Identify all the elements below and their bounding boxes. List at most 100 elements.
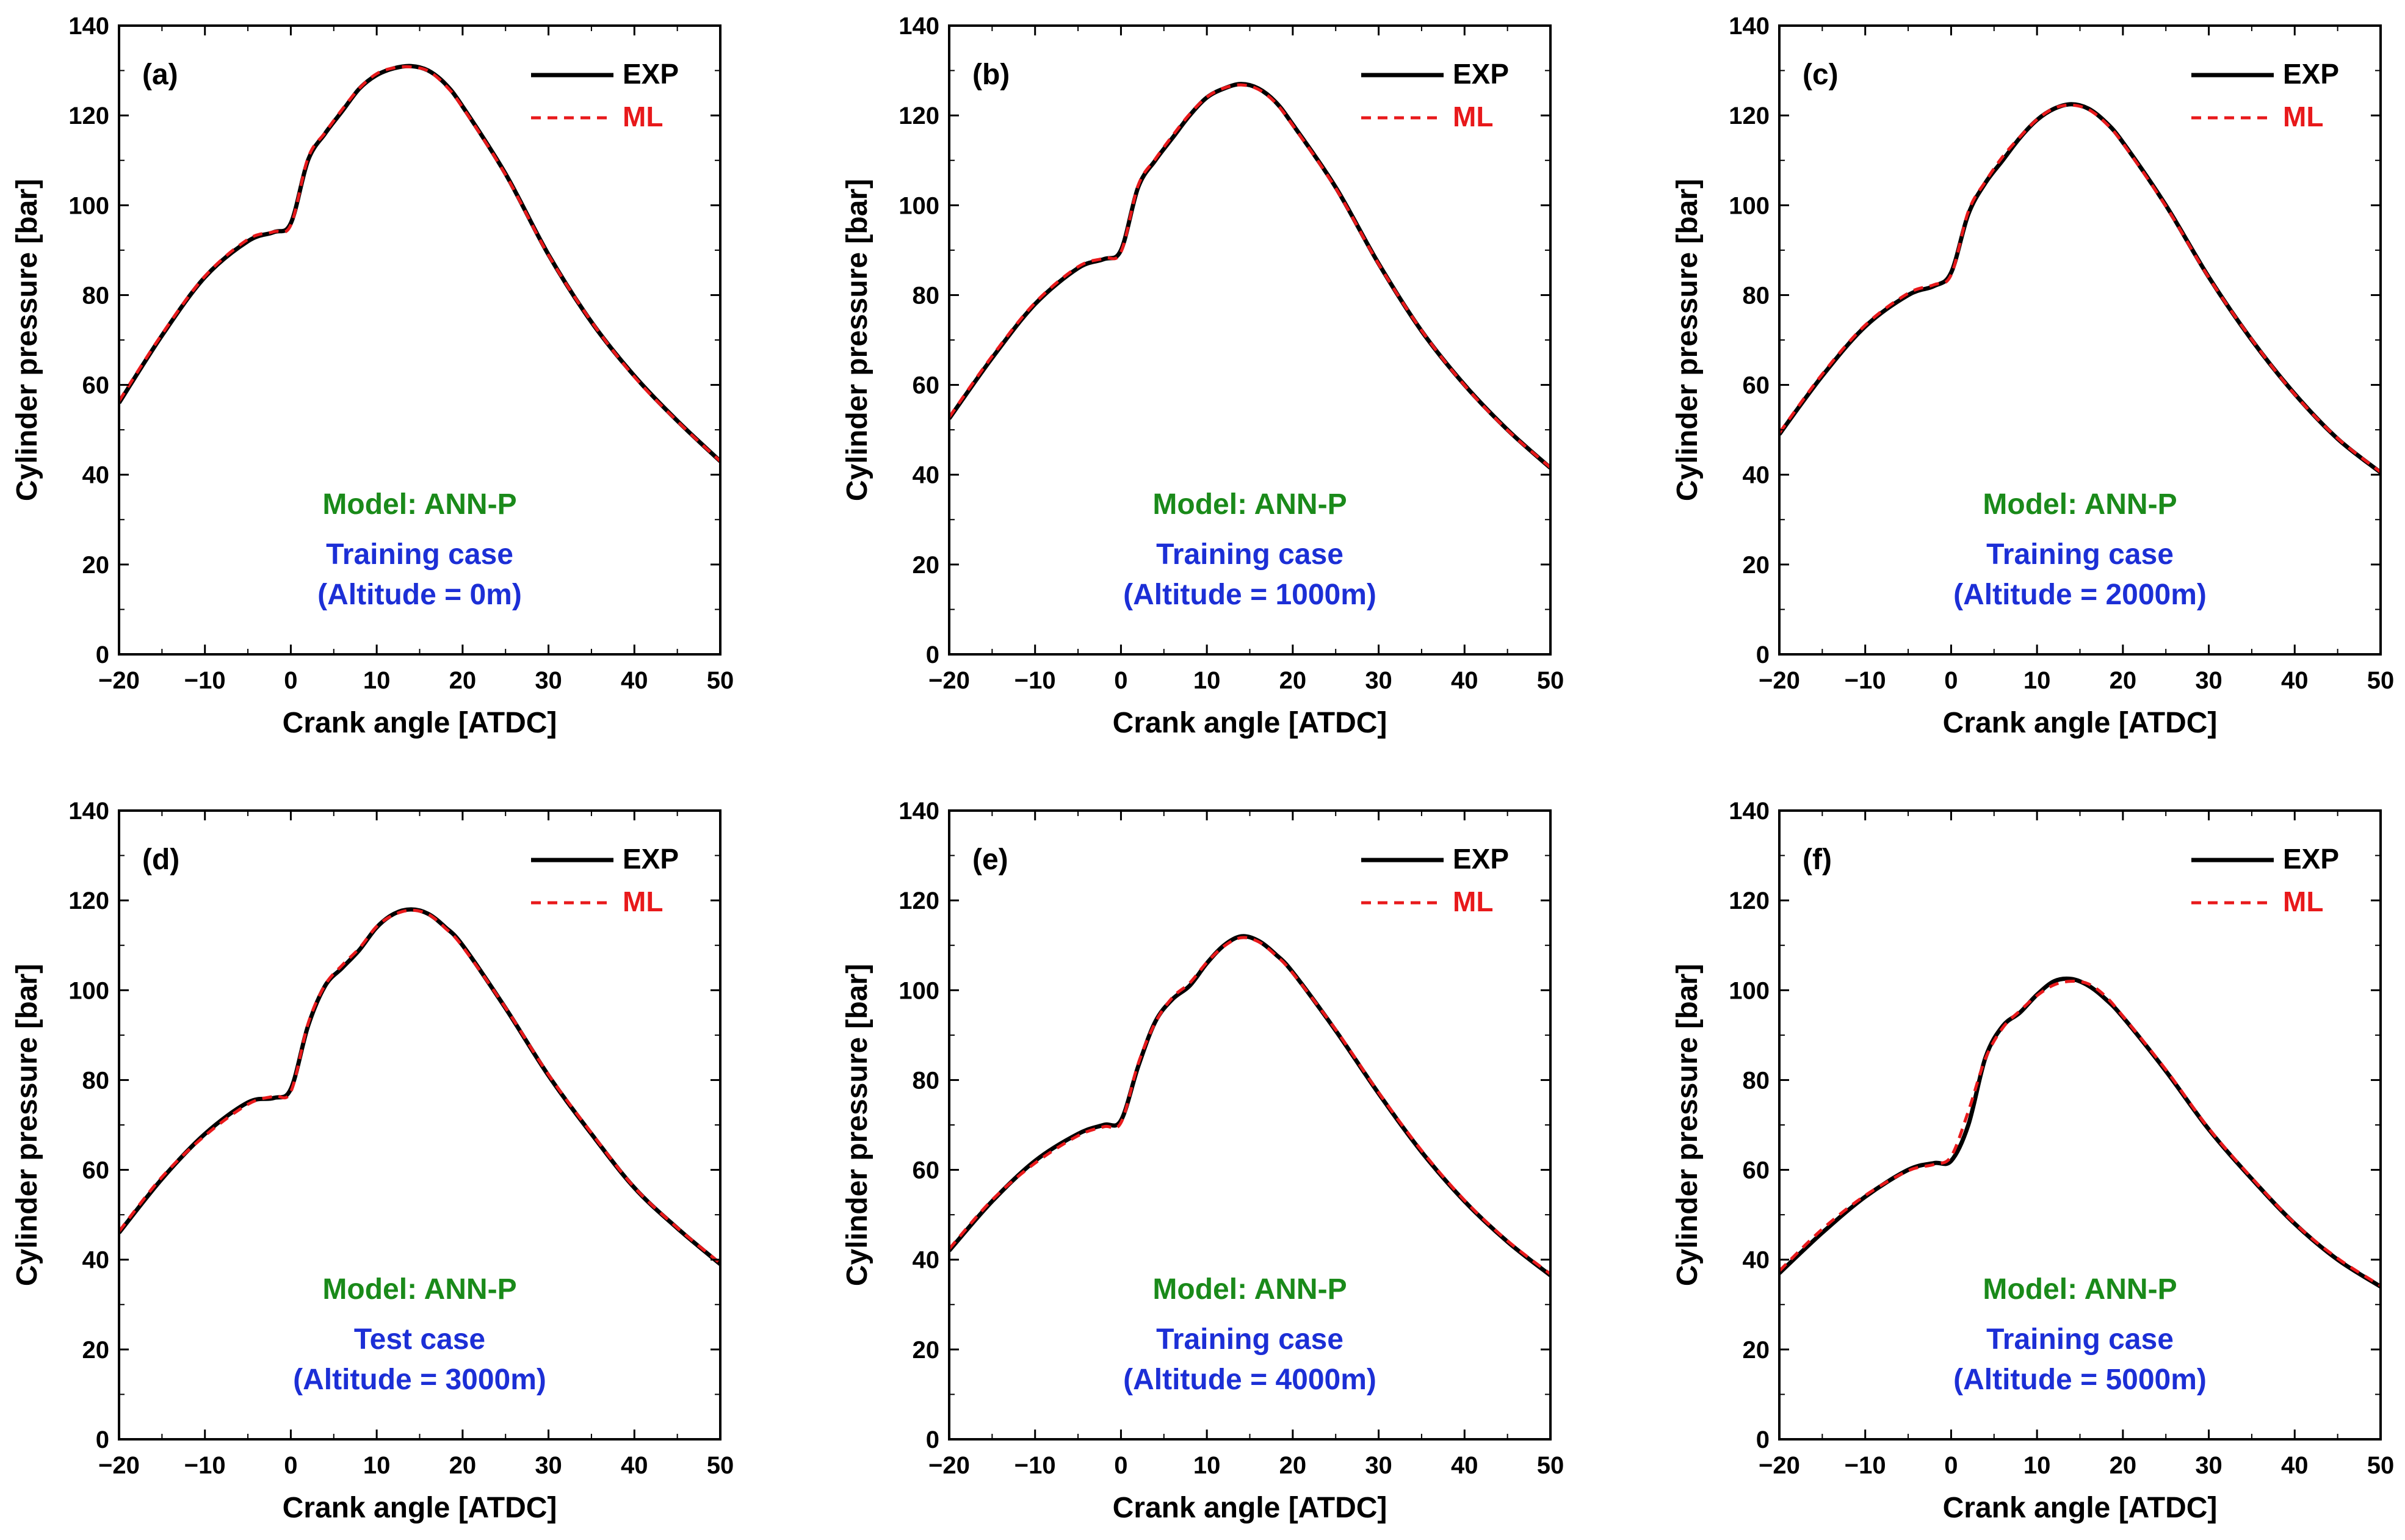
y-tick-label: 40: [1743, 462, 1770, 489]
x-tick-label: −20: [928, 1452, 970, 1479]
y-tick-label: 80: [913, 282, 940, 309]
ml-series-line: [949, 936, 1550, 1276]
exp-series-line: [949, 82, 1550, 470]
y-axis-label: Cylinder pressure [bar]: [841, 964, 873, 1286]
ml-series-line: [1779, 103, 2381, 474]
model-annotation: Model: ANN-P: [322, 1273, 516, 1306]
x-tick-label: 0: [1114, 1452, 1127, 1479]
x-tick-label: 40: [2281, 667, 2309, 694]
x-tick-label: 0: [1944, 1452, 1958, 1479]
case-annotation: Training case: [1156, 538, 1344, 571]
panel-label: (e): [972, 844, 1008, 876]
case-annotation: Training case: [1986, 538, 2174, 571]
x-tick-label: 20: [1279, 1452, 1307, 1479]
x-tick-label: 0: [284, 1452, 297, 1479]
y-tick-label: 80: [82, 1067, 110, 1094]
case-annotation: Training case: [326, 538, 513, 571]
altitude-annotation: (Altitude = 3000m): [293, 1364, 546, 1396]
y-tick-label: 60: [1743, 1157, 1770, 1184]
x-axis-label: Crank angle [ATDC]: [1943, 1492, 2218, 1524]
y-axis-label: Cylinder pressure [bar]: [1671, 179, 1704, 501]
x-tick-label: 40: [1451, 1452, 1478, 1479]
x-tick-label: 20: [2110, 1452, 2137, 1479]
y-tick-label: 60: [1743, 372, 1770, 399]
x-tick-label: −20: [928, 667, 970, 694]
y-tick-label: 40: [82, 462, 110, 489]
y-tick-label: 40: [1743, 1247, 1770, 1274]
y-tick-label: 140: [68, 13, 109, 40]
x-tick-label: 50: [707, 1452, 734, 1479]
y-tick-label: 40: [913, 1247, 940, 1274]
x-tick-label: −10: [1845, 667, 1886, 694]
y-tick-label: 0: [96, 1426, 109, 1453]
altitude-annotation: (Altitude = 5000m): [1953, 1364, 2207, 1396]
x-tick-label: 20: [449, 667, 477, 694]
ml-series-line: [119, 65, 720, 463]
x-tick-label: 0: [1114, 667, 1127, 694]
model-annotation: Model: ANN-P: [1983, 488, 2177, 521]
x-tick-label: 50: [1537, 667, 1564, 694]
y-tick-label: 40: [913, 462, 940, 489]
legend-ml-label: ML: [1453, 101, 1493, 132]
y-tick-label: 20: [1743, 552, 1770, 579]
model-annotation: Model: ANN-P: [322, 488, 516, 521]
model-annotation: Model: ANN-P: [1983, 1273, 2177, 1306]
x-tick-label: 50: [707, 667, 734, 694]
y-tick-label: 100: [68, 192, 109, 219]
altitude-annotation: (Altitude = 0m): [317, 579, 522, 611]
y-tick-label: 120: [68, 887, 109, 914]
x-tick-label: 0: [284, 667, 297, 694]
chart-panel: −20 −10 0 10 20 30 40 50 0 20 40 60 80 100 120 140 Crank…: [841, 13, 1564, 739]
x-tick-label: −20: [1759, 1452, 1800, 1479]
y-tick-label: 60: [913, 372, 940, 399]
y-axis-label: Cylinder pressure [bar]: [841, 179, 873, 501]
y-tick-label: 140: [1729, 13, 1770, 40]
case-annotation: Training case: [1986, 1323, 2174, 1356]
chart-panel: −20 −10 0 10 20 30 40 50 0 20 40 60 80 100 120 140 Crank…: [1671, 798, 2394, 1524]
y-tick-label: 60: [913, 1157, 940, 1184]
ml-series-line: [1779, 980, 2381, 1287]
x-tick-label: 20: [449, 1452, 477, 1479]
x-tick-label: 40: [1451, 667, 1478, 694]
model-annotation: Model: ANN-P: [1152, 488, 1347, 521]
model-annotation: Model: ANN-P: [1152, 1273, 1347, 1306]
x-tick-label: −20: [98, 1452, 140, 1479]
x-tick-label: 40: [621, 667, 648, 694]
altitude-annotation: (Altitude = 4000m): [1123, 1364, 1376, 1396]
altitude-annotation: (Altitude = 1000m): [1123, 579, 1376, 611]
y-axis-label: Cylinder pressure [bar]: [1671, 964, 1704, 1286]
y-tick-label: 100: [1729, 192, 1770, 219]
legend-exp-label: EXP: [1453, 843, 1509, 875]
y-tick-label: 0: [1756, 1426, 1770, 1453]
x-axis-label: Crank angle [ATDC]: [1113, 1492, 1387, 1524]
x-tick-label: 30: [1365, 1452, 1392, 1479]
y-tick-label: 140: [899, 798, 939, 825]
x-tick-label: 0: [1944, 667, 1958, 694]
y-tick-label: 60: [82, 372, 110, 399]
y-tick-label: 80: [913, 1067, 940, 1094]
x-tick-label: 50: [2367, 1452, 2395, 1479]
y-tick-label: 20: [82, 1337, 110, 1364]
x-axis-label: Crank angle [ATDC]: [283, 707, 557, 739]
y-tick-label: 140: [68, 798, 109, 825]
y-tick-label: 0: [926, 642, 939, 668]
y-tick-label: 120: [899, 887, 939, 914]
y-tick-label: 120: [899, 103, 939, 129]
panel-label: (d): [142, 844, 179, 876]
y-tick-label: 60: [82, 1157, 110, 1184]
x-tick-label: 20: [1279, 667, 1307, 694]
chart-panel: −20 −10 0 10 20 30 40 50 0 20 40 60 80 100 120 140 Crank…: [11, 798, 734, 1524]
legend-ml-label: ML: [623, 886, 663, 917]
x-tick-label: −10: [1014, 1452, 1056, 1479]
y-tick-label: 120: [68, 103, 109, 129]
y-tick-label: 0: [96, 642, 109, 668]
legend-exp-label: EXP: [2283, 843, 2339, 875]
ml-series-line: [119, 908, 720, 1265]
x-tick-label: 10: [2023, 1452, 2051, 1479]
y-tick-label: 140: [1729, 798, 1770, 825]
y-tick-label: 20: [913, 1337, 940, 1364]
x-tick-label: −20: [1759, 667, 1800, 694]
case-annotation: Test case: [354, 1323, 485, 1356]
x-tick-label: 10: [1193, 1452, 1221, 1479]
exp-series-line: [949, 934, 1550, 1278]
